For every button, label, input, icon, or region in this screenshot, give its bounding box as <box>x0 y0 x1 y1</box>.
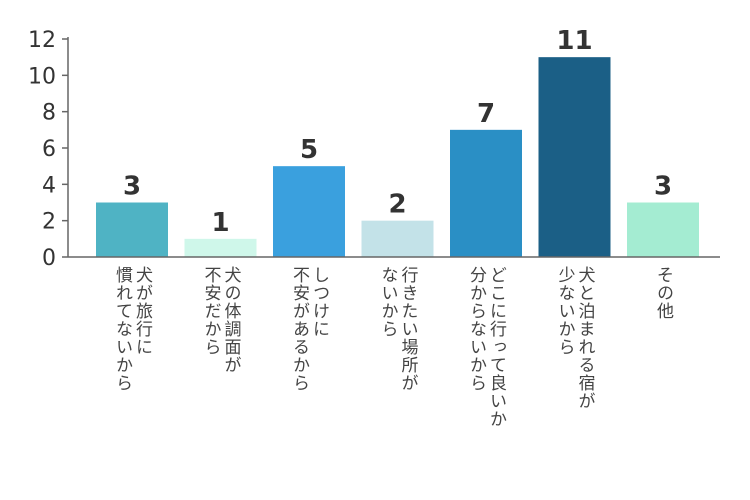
y-tick-label: 0 <box>42 246 56 271</box>
y-tick-label: 4 <box>42 173 56 198</box>
category-label: その他 <box>653 266 673 320</box>
bar <box>627 202 699 257</box>
bar <box>538 57 611 257</box>
bars <box>96 57 699 257</box>
bar-value-label: 1 <box>211 208 229 238</box>
bar-value-label: 3 <box>654 172 672 202</box>
bar <box>96 202 168 257</box>
value-labels: 3 1 5 2 7 11 3 <box>123 26 672 238</box>
category-label: 犬の体調面が 不安だから <box>200 266 241 374</box>
bar-value-label: 7 <box>477 99 495 129</box>
category-label: どこに行って良いか 分からないから <box>466 266 506 428</box>
y-tick-label: 12 <box>28 28 56 53</box>
y-tick-label: 2 <box>42 210 56 235</box>
category-label: 犬が旅行に 慣れてないから <box>112 266 152 392</box>
category-label: 行きたい場所が ないから <box>377 266 418 392</box>
y-tick-label: 10 <box>28 64 56 89</box>
bar <box>361 220 434 257</box>
y-tick-label: 8 <box>42 101 56 126</box>
bar <box>450 129 522 257</box>
category-label: しつけに 不安があるから <box>289 266 329 392</box>
bar <box>184 238 257 257</box>
bar-value-label: 5 <box>300 135 318 165</box>
bar <box>273 166 345 257</box>
bar-value-label: 3 <box>123 172 141 202</box>
category-label: 犬と泊まれる宿が 少ないから <box>554 266 595 410</box>
y-tick-label: 6 <box>42 137 56 162</box>
bar-value-label: 11 <box>556 26 592 56</box>
bar-value-label: 2 <box>388 190 406 220</box>
y-axis-ticks: 0 2 4 6 8 10 12 <box>28 28 68 271</box>
